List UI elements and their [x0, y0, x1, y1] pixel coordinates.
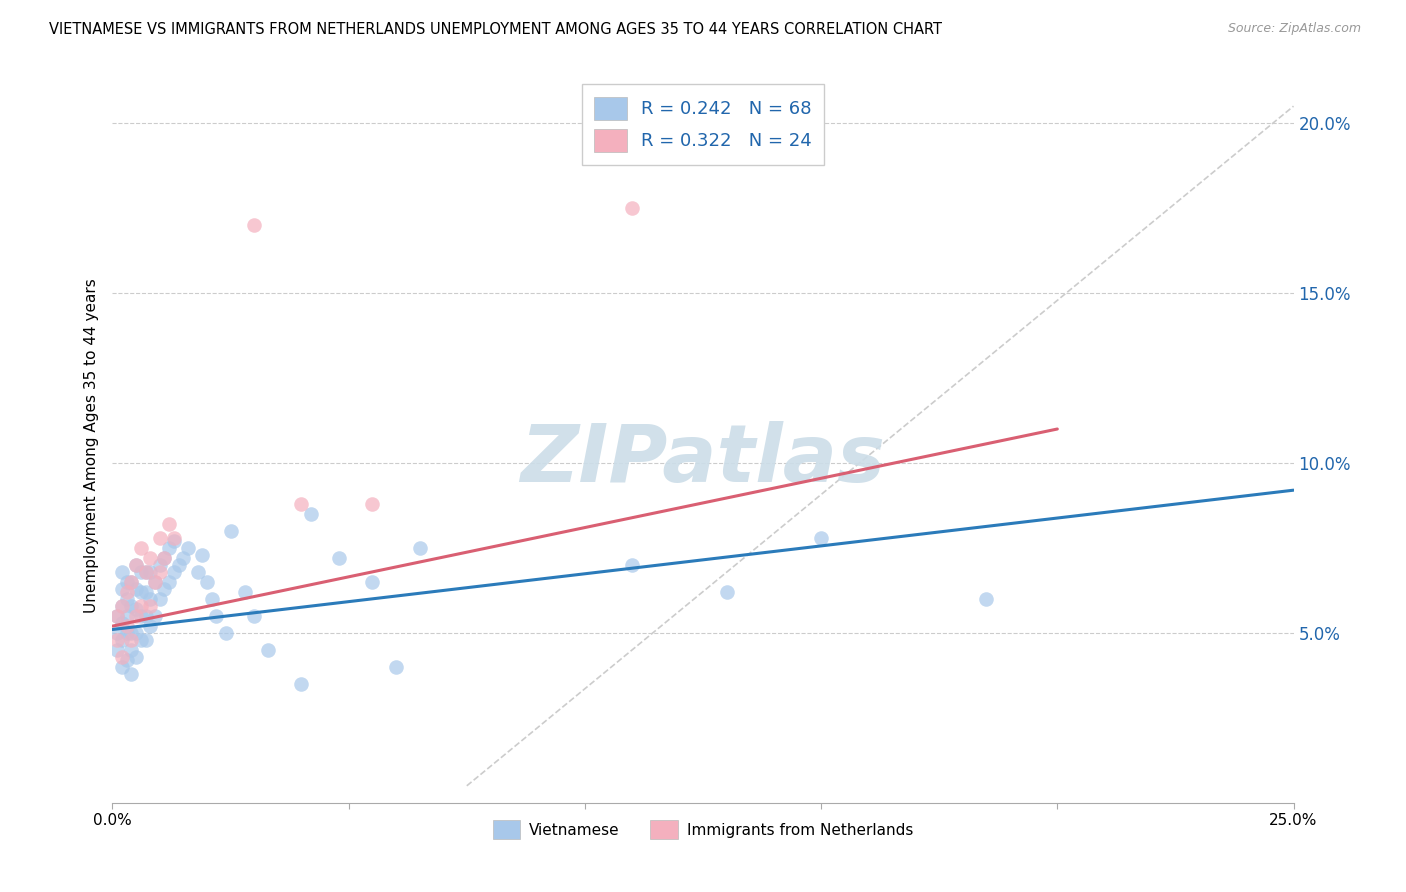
- Point: [111, 599, 134, 613]
- Point: [177, 541, 200, 555]
- Point: [120, 574, 142, 589]
- Point: [125, 649, 148, 664]
- Y-axis label: Unemployment Among Ages 35 to 44 years: Unemployment Among Ages 35 to 44 years: [83, 278, 98, 614]
- Point: [120, 632, 142, 647]
- Point: [105, 608, 128, 623]
- Point: [810, 531, 832, 545]
- Point: [129, 599, 152, 613]
- Point: [299, 507, 322, 521]
- Point: [621, 201, 644, 215]
- Point: [157, 541, 180, 555]
- Point: [115, 591, 138, 606]
- Point: [135, 565, 157, 579]
- Point: [163, 565, 186, 579]
- Point: [233, 585, 256, 599]
- Point: [135, 632, 157, 647]
- Point: [129, 585, 152, 599]
- Point: [408, 541, 430, 555]
- Point: [111, 649, 134, 664]
- Point: [257, 643, 280, 657]
- Point: [290, 497, 312, 511]
- Point: [129, 565, 152, 579]
- Point: [153, 582, 176, 596]
- Point: [115, 608, 138, 623]
- Point: [195, 574, 218, 589]
- Point: [105, 643, 128, 657]
- Point: [243, 608, 266, 623]
- Point: [153, 551, 176, 566]
- Point: [328, 551, 350, 566]
- Point: [157, 517, 180, 532]
- Point: [139, 619, 162, 633]
- Point: [143, 608, 166, 623]
- Point: [120, 574, 142, 589]
- Point: [120, 626, 142, 640]
- Point: [621, 558, 644, 572]
- Point: [129, 608, 152, 623]
- Point: [115, 653, 138, 667]
- Point: [163, 534, 186, 549]
- Point: [139, 551, 162, 566]
- Point: [191, 548, 214, 562]
- Point: [111, 632, 134, 647]
- Point: [111, 582, 134, 596]
- Point: [143, 574, 166, 589]
- Point: [135, 608, 157, 623]
- Point: [219, 524, 242, 538]
- Point: [120, 643, 142, 657]
- Point: [172, 551, 194, 566]
- Point: [149, 565, 172, 579]
- Point: [115, 585, 138, 599]
- Point: [125, 582, 148, 596]
- Point: [135, 565, 157, 579]
- Point: [361, 574, 384, 589]
- Point: [125, 558, 148, 572]
- Point: [163, 531, 186, 545]
- Point: [111, 599, 134, 613]
- Point: [120, 599, 142, 613]
- Point: [115, 574, 138, 589]
- Point: [139, 591, 162, 606]
- Point: [120, 666, 142, 681]
- Point: [111, 660, 134, 674]
- Text: VIETNAMESE VS IMMIGRANTS FROM NETHERLANDS UNEMPLOYMENT AMONG AGES 35 TO 44 YEARS: VIETNAMESE VS IMMIGRANTS FROM NETHERLAND…: [49, 22, 942, 37]
- Point: [105, 626, 128, 640]
- Point: [201, 591, 224, 606]
- Point: [125, 608, 148, 623]
- Point: [125, 602, 148, 616]
- Point: [115, 626, 138, 640]
- Point: [186, 565, 208, 579]
- Point: [153, 551, 176, 566]
- Point: [105, 632, 128, 647]
- Legend: Vietnamese, Immigrants from Netherlands: Vietnamese, Immigrants from Netherlands: [486, 814, 920, 845]
- Point: [243, 218, 266, 232]
- Point: [290, 677, 312, 691]
- Point: [135, 585, 157, 599]
- Point: [115, 619, 138, 633]
- Point: [385, 660, 408, 674]
- Point: [149, 591, 172, 606]
- Text: Source: ZipAtlas.com: Source: ZipAtlas.com: [1227, 22, 1361, 36]
- Text: ZIPatlas: ZIPatlas: [520, 421, 886, 500]
- Point: [167, 558, 190, 572]
- Point: [149, 531, 172, 545]
- Point: [139, 599, 162, 613]
- Point: [105, 608, 128, 623]
- Point: [111, 565, 134, 579]
- Point: [129, 541, 152, 555]
- Point: [125, 626, 148, 640]
- Point: [157, 574, 180, 589]
- Point: [215, 626, 238, 640]
- Point: [125, 558, 148, 572]
- Point: [716, 585, 738, 599]
- Point: [149, 558, 172, 572]
- Point: [361, 497, 384, 511]
- Point: [111, 615, 134, 630]
- Point: [139, 565, 162, 579]
- Point: [205, 608, 228, 623]
- Point: [143, 574, 166, 589]
- Point: [976, 591, 998, 606]
- Point: [129, 632, 152, 647]
